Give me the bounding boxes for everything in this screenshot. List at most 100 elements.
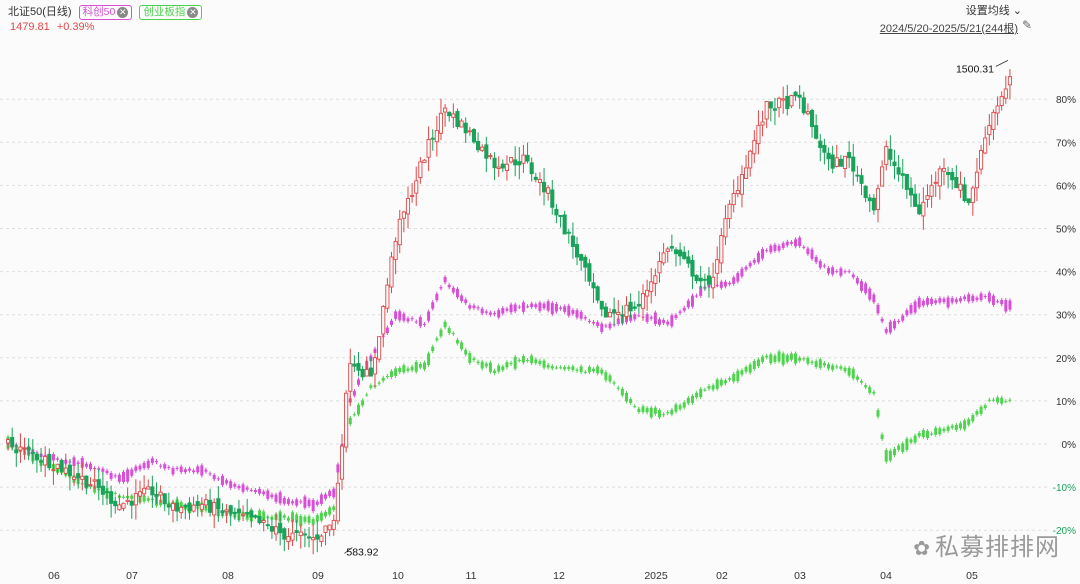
series-mark <box>810 361 814 363</box>
series-mark <box>93 485 97 493</box>
series-mark <box>983 405 987 409</box>
series-mark <box>229 481 233 488</box>
candle-body <box>438 112 444 134</box>
candle-body <box>137 491 143 497</box>
candle-body <box>533 176 538 180</box>
series-mark <box>398 367 402 373</box>
series-mark <box>769 354 773 364</box>
cyb-tag[interactable]: 创业板指 ✕ <box>139 5 203 20</box>
series-mark <box>892 448 896 456</box>
pin-icon[interactable]: ✎ <box>1021 18 1032 32</box>
series-mark <box>958 423 962 429</box>
candle-body <box>616 311 621 316</box>
series-mark <box>1008 300 1012 310</box>
series-mark <box>847 367 851 376</box>
y-tick-label: 10% <box>1056 397 1076 408</box>
series-mark <box>686 300 690 308</box>
candle-body <box>562 214 567 235</box>
candle-body <box>550 189 555 208</box>
series-mark <box>262 511 266 521</box>
series-mark <box>938 298 942 303</box>
candle-body <box>789 95 794 107</box>
candle-body <box>381 306 386 335</box>
series-mark <box>917 432 921 437</box>
y-axis-labels: 80% 70% 60% 50% 40% 30% 20% 10% 0% -10% -20% <box>1053 95 1076 537</box>
series-mark <box>707 386 711 389</box>
series-mark <box>167 467 171 469</box>
series-mark <box>761 249 765 259</box>
series-mark <box>629 399 633 404</box>
candle-body <box>298 531 303 537</box>
candle-body <box>929 184 934 197</box>
ma-settings-button[interactable]: 设置均线 ⌄ <box>966 2 1022 18</box>
series-mark <box>996 301 1000 303</box>
series-mark <box>476 307 480 309</box>
series-mark <box>728 378 732 380</box>
series-mark <box>534 359 538 364</box>
candle-body <box>43 455 48 466</box>
series-mark <box>204 469 208 472</box>
candle-body <box>18 446 23 451</box>
series-mark <box>526 360 530 362</box>
series-mark <box>501 308 505 314</box>
series-mark <box>530 303 534 308</box>
series-mark <box>950 298 954 303</box>
series-mark <box>612 382 616 384</box>
candle-body <box>546 187 551 194</box>
candle-body <box>694 275 699 281</box>
candle-body <box>579 254 584 261</box>
series-mark <box>810 249 814 259</box>
series-mark <box>196 466 200 473</box>
series-mark <box>657 319 661 325</box>
candle-body <box>6 439 11 444</box>
candle-body <box>410 195 415 197</box>
series-mark <box>324 511 328 517</box>
series-mark <box>905 310 909 316</box>
series-mark <box>794 353 798 364</box>
candle-body <box>348 363 353 392</box>
series-mark <box>868 288 872 300</box>
series-mark <box>616 387 620 389</box>
series-mark <box>938 428 942 435</box>
series-mark <box>913 301 917 313</box>
series-mark <box>216 478 220 480</box>
series-mark <box>328 507 332 515</box>
series-mark <box>839 366 843 369</box>
series-mark <box>546 301 550 311</box>
close-icon[interactable]: ✕ <box>187 7 199 18</box>
y-tick-label: 20% <box>1056 354 1076 365</box>
series-mark <box>579 366 583 373</box>
series-mark <box>319 494 323 504</box>
series-mark <box>860 281 864 291</box>
candle-body <box>150 486 155 496</box>
series-mark <box>385 375 389 378</box>
series-mark <box>72 457 76 466</box>
series-mark <box>1004 300 1008 312</box>
series-mark <box>183 469 187 473</box>
close-icon[interactable]: ✕ <box>117 7 129 18</box>
series-mark <box>934 300 938 304</box>
x-tick-label: 06 <box>48 570 60 582</box>
candle-body <box>570 235 575 247</box>
candle-body <box>599 300 604 310</box>
series-mark <box>324 494 328 499</box>
candle-body <box>129 500 134 506</box>
series-mark <box>113 475 117 477</box>
series-mark <box>567 366 571 369</box>
candle-body <box>925 195 930 200</box>
kc50-tag[interactable]: 科创50 ✕ <box>78 5 133 20</box>
series-mark <box>579 311 583 319</box>
series-mark <box>963 296 967 300</box>
series-mark <box>476 361 480 364</box>
candle-body <box>331 519 336 530</box>
series-mark <box>369 385 373 388</box>
candle-body <box>640 292 646 309</box>
series-mark <box>414 321 418 323</box>
candle-body <box>175 502 180 512</box>
series-mark <box>51 454 55 461</box>
candle-body <box>488 155 493 158</box>
series-mark <box>126 469 130 482</box>
series-mark <box>600 369 604 374</box>
series-mark <box>105 470 109 474</box>
date-range[interactable]: 2024/5/20-2025/5/21(244根) <box>879 23 1018 35</box>
